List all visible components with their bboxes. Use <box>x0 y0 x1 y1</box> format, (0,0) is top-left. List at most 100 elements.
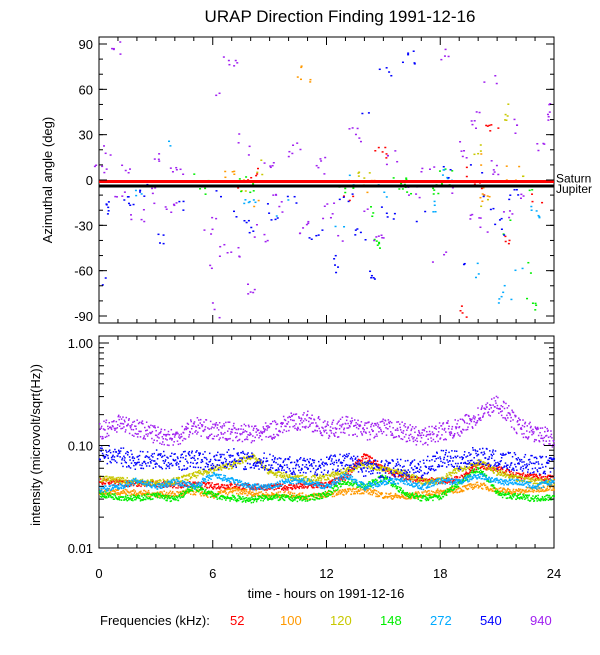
intensity-dot <box>112 497 114 499</box>
azimuth-dot <box>163 234 165 236</box>
intensity-dot <box>316 480 318 482</box>
azimuth-dot <box>504 119 506 121</box>
intensity-dot <box>547 495 549 497</box>
intensity-dot <box>220 490 222 492</box>
azimuth-dot <box>211 268 213 270</box>
intensity-dot <box>454 488 456 490</box>
intensity-dot <box>279 494 281 496</box>
intensity-dot <box>172 496 174 498</box>
azimuth-point-940 <box>299 221 309 234</box>
azimuth-dot <box>492 208 494 210</box>
intensity-dot <box>242 492 244 494</box>
intensity-dot <box>208 493 210 495</box>
intensity-dot <box>160 493 162 495</box>
intensity-dot <box>312 498 314 500</box>
intensity-dot <box>254 496 256 498</box>
intensity-dot <box>137 486 139 488</box>
intensity-dot <box>354 491 356 493</box>
intensity-dot <box>476 465 478 467</box>
intensity-dot <box>330 474 332 476</box>
intensity-dot <box>106 497 108 499</box>
intensity-dot <box>110 478 112 480</box>
azimuth-point-540 <box>361 112 370 114</box>
azimuth-dot <box>344 188 346 190</box>
intensity-dot <box>253 496 255 498</box>
azimuth-dot <box>319 158 321 160</box>
intensity-dot <box>295 487 297 489</box>
azimuth-dot <box>541 202 543 204</box>
intensity-dot <box>319 474 321 476</box>
intensity-dot <box>190 494 192 496</box>
azimuth-dot <box>256 224 258 226</box>
intensity-dot <box>260 488 262 490</box>
intensity-dot <box>245 491 247 493</box>
intensity-dot <box>346 484 348 486</box>
azimuth-point-272 <box>475 263 480 279</box>
intensity-dot <box>132 500 134 502</box>
intensity-dot <box>531 474 533 476</box>
intensity-dot <box>101 481 103 483</box>
intensity-dot <box>250 499 252 501</box>
intensity-dot <box>237 495 239 497</box>
intensity-dot <box>297 501 299 503</box>
intensity-dot <box>415 493 417 495</box>
azimuth-dot <box>433 189 435 191</box>
intensity-dot <box>205 481 207 483</box>
intensity-dot <box>371 466 373 468</box>
intensity-dot <box>271 483 273 485</box>
intensity-dot <box>139 495 141 497</box>
intensity-dot <box>204 490 206 492</box>
azimuth-dot <box>482 193 484 195</box>
azimuth-dot <box>106 168 108 170</box>
intensity-dot <box>519 498 521 500</box>
intensity-dot <box>373 491 375 493</box>
intensity-dot <box>473 487 475 489</box>
intensity-dot <box>144 495 146 497</box>
intensity-dot <box>486 480 488 482</box>
intensity-dot <box>390 497 392 499</box>
intensity-dot <box>508 488 510 490</box>
intensity-dot <box>453 492 455 494</box>
intensity-dot <box>127 495 128 497</box>
intensity-dot <box>222 479 224 481</box>
intensity-dot <box>498 491 500 493</box>
azimuth-dot <box>470 164 472 166</box>
intensity-dot <box>326 479 328 481</box>
intensity-dot <box>418 498 420 500</box>
azimuth-dot <box>388 71 390 73</box>
intensity-dot <box>346 492 348 494</box>
intensity-dot <box>123 496 125 498</box>
intensity-dot <box>139 498 141 500</box>
intensity-dot <box>248 492 250 494</box>
azimuth-dot <box>487 199 489 201</box>
azimuth-dot <box>379 69 381 71</box>
intensity-dot <box>231 498 233 500</box>
intensity-dot <box>228 478 230 480</box>
intensity-dot <box>119 477 121 479</box>
intensity-dot <box>480 470 482 472</box>
azimuth-dot <box>443 166 445 168</box>
intensity-dot <box>157 480 159 482</box>
intensity-dot <box>169 492 171 494</box>
intensity-dot <box>277 481 279 483</box>
intensity-dot <box>324 476 326 478</box>
azimuth-dot <box>239 178 241 180</box>
azimuth-dot <box>243 220 245 222</box>
intensity-dot <box>196 477 198 479</box>
intensity-dot <box>516 476 518 478</box>
intensity-dot <box>245 493 247 495</box>
azimuth-dot <box>158 160 160 162</box>
intensity-dot <box>321 478 323 480</box>
intensity-dot <box>112 476 114 478</box>
intensity-dot <box>284 491 286 493</box>
azimuth-dot <box>378 243 380 245</box>
azimuth-dot <box>378 147 380 149</box>
intensity-dot <box>454 473 456 475</box>
intensity-dot <box>379 470 381 472</box>
intensity-dot <box>160 480 162 482</box>
intensity-dot <box>376 490 378 492</box>
intensity-dot <box>469 471 471 473</box>
azimuth-dot <box>352 187 354 189</box>
azimuth-dot <box>493 169 495 171</box>
intensity-dot <box>128 499 130 501</box>
